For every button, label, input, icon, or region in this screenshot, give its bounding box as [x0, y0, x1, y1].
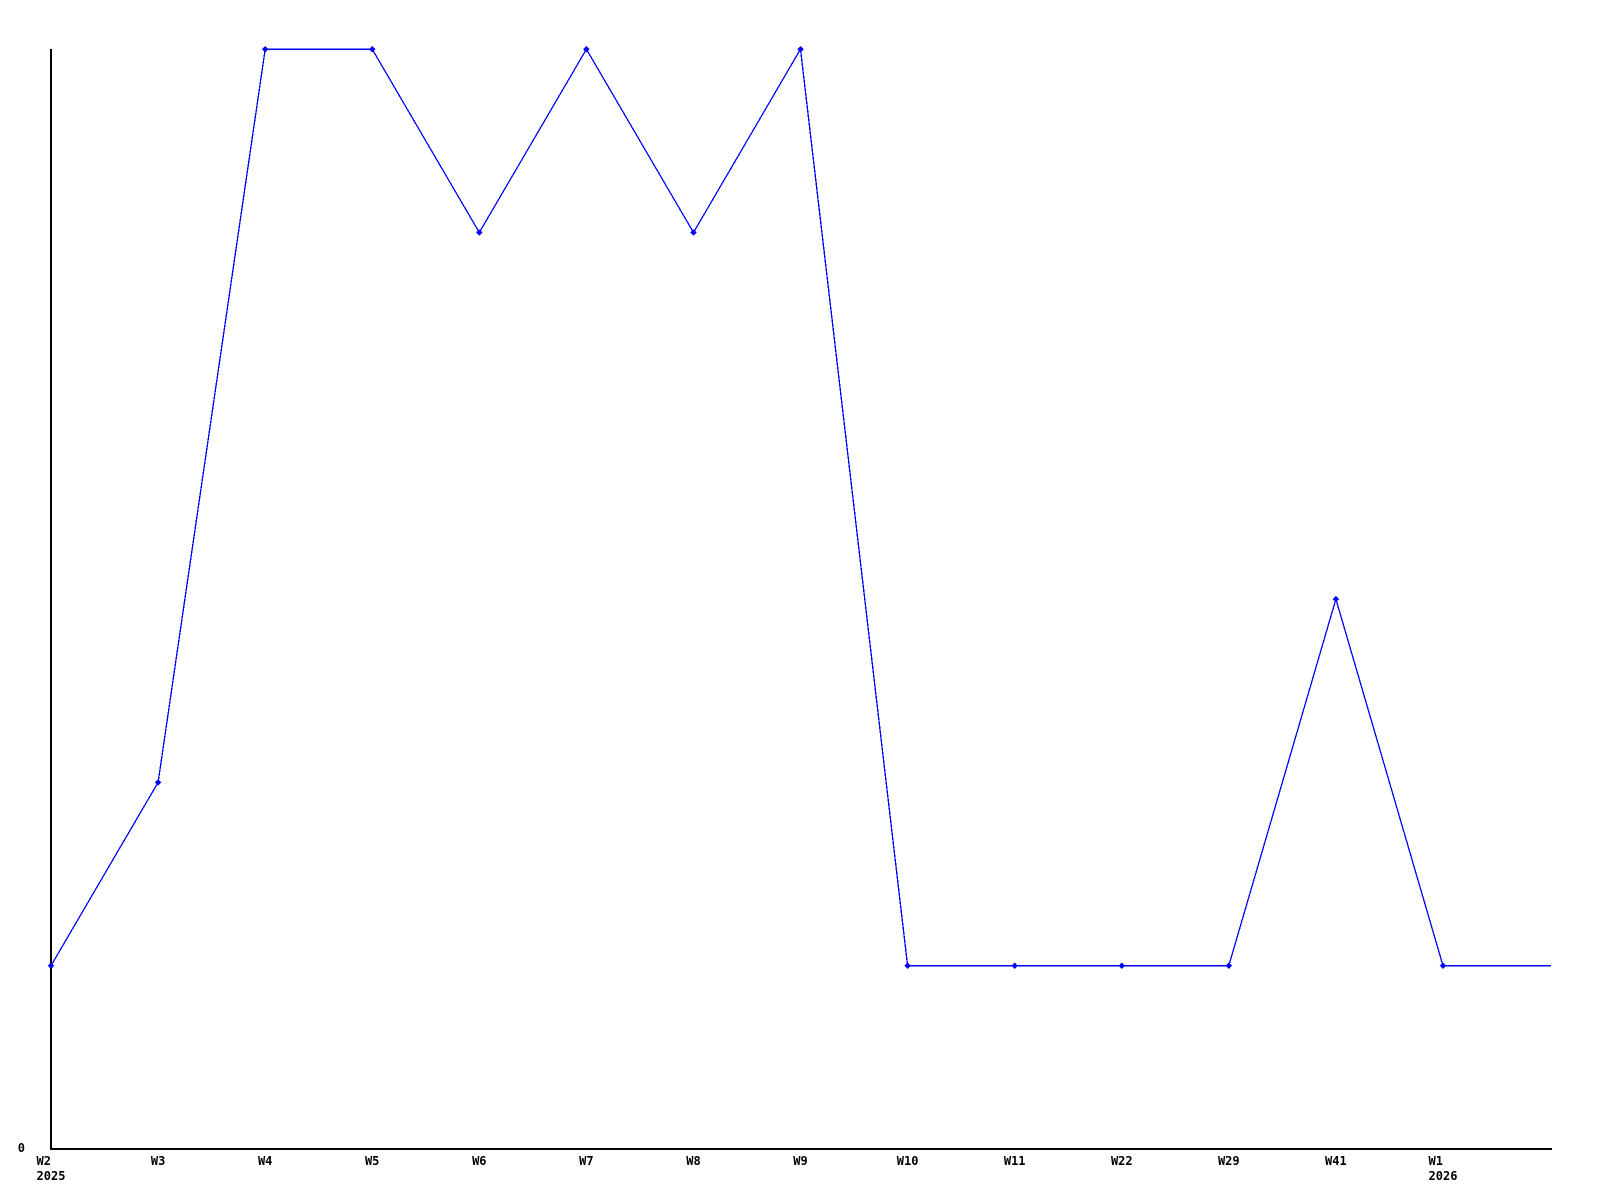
data-point-marker [797, 45, 804, 53]
x-tick-week-text: W2 [36, 1154, 51, 1168]
x-tick-label: W6 [472, 1154, 486, 1169]
data-point-marker [1332, 595, 1340, 603]
x-tick-label: W7 [579, 1154, 593, 1169]
x-tick-label: W41 [1325, 1154, 1347, 1169]
x-tick-label: W5 [365, 1154, 379, 1169]
data-point-marker [690, 229, 697, 236]
data-point-marker [1011, 962, 1019, 970]
line-series [50, 47, 1551, 967]
x-tick-label: W1 2026 [1429, 1154, 1458, 1184]
data-point-marker [154, 779, 162, 786]
x-tick-label: W11 [1004, 1154, 1026, 1169]
x-tick-label: W2 2025 [37, 1154, 66, 1184]
x-tick-label: W22 [1111, 1154, 1133, 1169]
y-tick-label-zero: 0 [17, 1141, 25, 1155]
x-tick-week-text: W29 [1217, 1154, 1240, 1168]
x-tick-year-text: 2026 [1428, 1169, 1458, 1183]
x-tick-label: W8 [686, 1154, 700, 1169]
x-tick-week-text: W4 [257, 1154, 273, 1168]
x-tick-week-text: W8 [686, 1154, 701, 1168]
series-polyline [50, 47, 1551, 967]
axes [50, 49, 1552, 1150]
data-point-marker [1439, 962, 1447, 970]
x-tick-week-text: W10 [896, 1154, 919, 1168]
x-tick-label: W3 [151, 1154, 165, 1169]
data-point-marker [368, 45, 376, 53]
x-tick-week-text: W7 [579, 1154, 594, 1168]
data-point-marker [1225, 962, 1233, 970]
x-tick-label: W10 [897, 1154, 919, 1169]
x-tick-label: W4 [258, 1154, 272, 1169]
x-tick-label: W29 [1218, 1154, 1240, 1169]
x-tick-week-text: W6 [472, 1154, 487, 1168]
x-tick-week-text: W5 [364, 1154, 380, 1168]
data-point-marker [475, 229, 483, 236]
data-point-markers [47, 45, 1447, 970]
data-point-marker [1118, 962, 1126, 970]
data-point-marker [904, 962, 911, 970]
data-point-marker [583, 45, 590, 53]
x-tick-week-text: W22 [1110, 1154, 1133, 1168]
x-tick-week-text: W11 [1003, 1154, 1026, 1168]
data-point-marker [47, 962, 55, 970]
x-tick-week-text: W9 [793, 1154, 808, 1168]
x-tick-week-text: W3 [150, 1154, 166, 1168]
data-point-marker [261, 45, 269, 53]
x-tick-year-text: 2025 [36, 1169, 66, 1183]
x-tick-label: W9 [793, 1154, 807, 1169]
x-tick-week-text: W1 [1428, 1154, 1443, 1168]
x-tick-week-text: W41 [1325, 1154, 1347, 1168]
